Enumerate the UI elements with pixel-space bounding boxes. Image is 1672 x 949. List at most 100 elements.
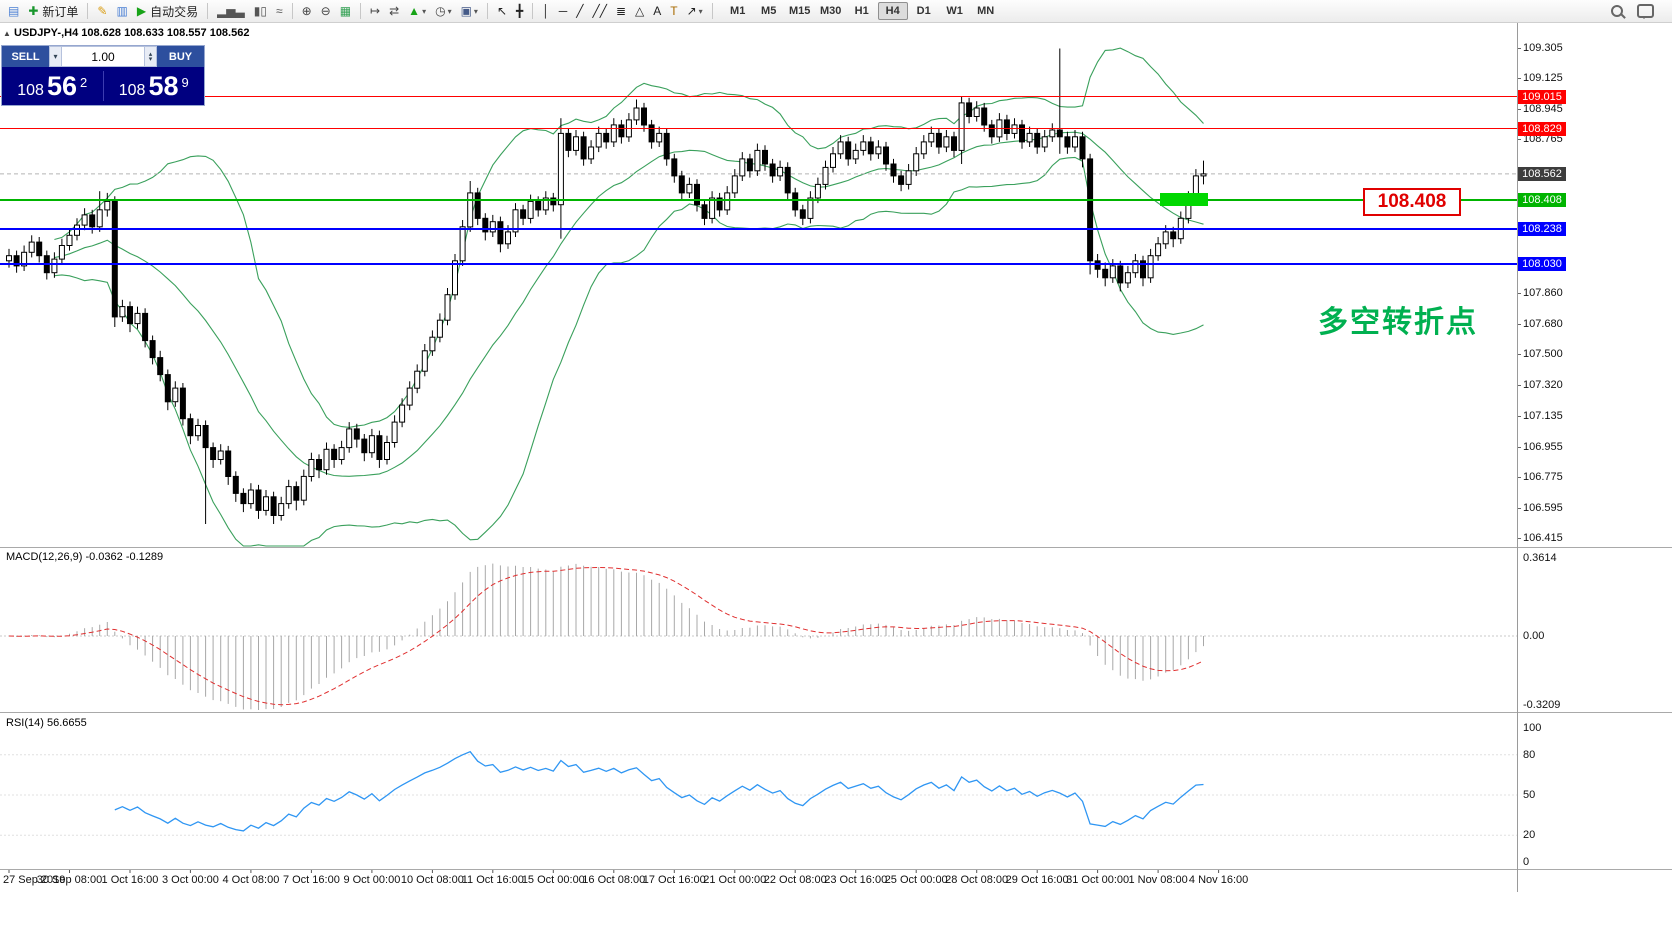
date-label[interactable]: 4 Oct 08:00 bbox=[222, 874, 280, 886]
toolbar-separator bbox=[486, 3, 488, 19]
date-label[interactable]: 9 Oct 00:00 bbox=[343, 874, 401, 886]
caret-down-icon: ▾ bbox=[422, 6, 427, 16]
timeframe-m1[interactable]: M1 bbox=[730, 5, 746, 17]
price-axis-border[interactable] bbox=[1517, 23, 1518, 892]
templates-button[interactable]: ▣ ▾ bbox=[457, 2, 482, 21]
chart-shift-button[interactable]: ⇄ bbox=[385, 2, 403, 21]
toolbar-right bbox=[1611, 4, 1668, 19]
indicators-button[interactable]: ▲ ▾ bbox=[404, 2, 430, 21]
arrows-button[interactable]: ↗ ▾ bbox=[683, 2, 707, 21]
date-label[interactable]: 17 Oct 16:00 bbox=[642, 874, 706, 886]
horizontal-level-line[interactable] bbox=[0, 263, 1517, 266]
date-label[interactable]: 16 Oct 08:00 bbox=[582, 874, 646, 886]
sell-price-sup: 2 bbox=[80, 75, 88, 90]
channel-button[interactable]: ╱╱ bbox=[588, 2, 610, 21]
date-label[interactable]: 30 Sep 08:00 bbox=[36, 874, 103, 886]
date-label[interactable]: 25 Oct 00:00 bbox=[884, 874, 948, 886]
note-text[interactable]: 多空转折点 bbox=[1318, 306, 1478, 339]
price-tick: 107.135 bbox=[1523, 410, 1563, 423]
chart-window-button[interactable]: ▤ bbox=[4, 2, 23, 21]
date-label[interactable]: 15 Oct 00:00 bbox=[521, 874, 585, 886]
date-label[interactable]: 3 Oct 00:00 bbox=[162, 874, 219, 886]
text-button[interactable]: A bbox=[649, 2, 665, 21]
tile-windows-icon: ▦ bbox=[339, 4, 352, 18]
horizontal-level-line[interactable] bbox=[0, 227, 1517, 230]
candlestick-chart-type-button[interactable]: ▮▯ bbox=[250, 2, 271, 21]
autotrading-icon: ▶ bbox=[136, 4, 147, 18]
vertical-line-button[interactable]: │ bbox=[538, 2, 554, 21]
vertical-line-icon: │ bbox=[542, 4, 550, 18]
trendline-button[interactable]: ╱ bbox=[572, 2, 587, 21]
price-tickmark bbox=[1517, 47, 1521, 49]
date-label[interactable]: 1 Oct 16:00 bbox=[101, 874, 159, 886]
buy-price[interactable]: 108 58 9 bbox=[104, 71, 205, 101]
new-order-button[interactable]: ✚ 新订单 bbox=[24, 2, 82, 21]
price-tickmark bbox=[1517, 293, 1521, 295]
timeframe-w1[interactable]: W1 bbox=[946, 5, 963, 17]
volume-dropdown-button[interactable]: ▾ bbox=[49, 46, 62, 67]
zoom-out-button[interactable]: ⊖ bbox=[317, 2, 335, 21]
channel-icon: ╱╱ bbox=[592, 4, 607, 18]
line-chart-type-button[interactable]: ≈ bbox=[272, 2, 287, 21]
price-callout[interactable]: 108.408 bbox=[1363, 188, 1461, 216]
timeframe-m5[interactable]: M5 bbox=[761, 5, 777, 17]
pane-separator[interactable] bbox=[0, 869, 1672, 870]
pane-separator[interactable] bbox=[0, 712, 1672, 713]
one-click-price-row: 108 56 2 108 58 9 bbox=[2, 67, 204, 105]
date-label[interactable]: 28 Oct 08:00 bbox=[945, 874, 1009, 886]
date-label[interactable]: 10 Oct 08:00 bbox=[400, 874, 464, 886]
volume-input[interactable]: 1.00 bbox=[62, 46, 144, 67]
collapse-one-click-icon[interactable]: ▲ bbox=[3, 29, 11, 38]
date-label[interactable]: 1 Nov 08:00 bbox=[1128, 874, 1188, 886]
sell-button[interactable]: SELL bbox=[2, 46, 49, 67]
fibonacci-button[interactable]: ≣ bbox=[612, 2, 630, 21]
macd-tick: 0.00 bbox=[1523, 630, 1545, 642]
horizontal-level-line[interactable] bbox=[0, 96, 1517, 98]
bar-chart-type-button[interactable]: ▂▅▃ bbox=[213, 2, 249, 21]
rsi-tick: 0 bbox=[1523, 856, 1530, 868]
crosshair-button[interactable]: ╋ bbox=[512, 2, 527, 21]
shapes-button[interactable]: △ bbox=[631, 2, 648, 21]
sell-price[interactable]: 108 56 2 bbox=[2, 71, 103, 101]
date-label[interactable]: 21 Oct 00:00 bbox=[703, 874, 767, 886]
price-tick: 106.415 bbox=[1523, 532, 1563, 545]
macd-tick: -0.3209 bbox=[1523, 698, 1561, 711]
horizontal-level-line[interactable] bbox=[0, 199, 1517, 201]
search-icon[interactable] bbox=[1611, 5, 1623, 17]
auto-scroll-button[interactable]: ↦ bbox=[366, 2, 384, 21]
date-label[interactable]: 27 Sep 2019 bbox=[3, 874, 66, 886]
periods-button[interactable]: ◷ ▾ bbox=[431, 2, 456, 21]
horizontal-line-button[interactable]: ─ bbox=[555, 2, 572, 21]
date-label[interactable]: 7 Oct 16:00 bbox=[282, 874, 340, 886]
label-button[interactable]: T bbox=[666, 2, 681, 21]
timeframe-m30[interactable]: M30 bbox=[819, 5, 842, 17]
timeframe-h4[interactable]: H4 bbox=[877, 2, 908, 20]
date-label[interactable]: 11 Oct 16:00 bbox=[461, 874, 524, 886]
caret-down-icon: ▾ bbox=[447, 6, 452, 16]
date-label[interactable]: 29 Oct 16:00 bbox=[1005, 874, 1069, 886]
highlight-rectangle[interactable] bbox=[1160, 193, 1208, 206]
pane-separator[interactable] bbox=[0, 547, 1672, 548]
tile-windows-button[interactable]: ▦ bbox=[336, 2, 355, 21]
date-label[interactable]: 4 Nov 16:00 bbox=[1188, 874, 1249, 886]
metaeditor-button[interactable]: ✎ bbox=[93, 2, 111, 21]
auto-scroll-icon: ↦ bbox=[370, 4, 381, 18]
date-label[interactable]: 31 Oct 00:00 bbox=[1066, 874, 1130, 886]
timeframe-m15[interactable]: M15 bbox=[788, 5, 811, 17]
cursor-button[interactable]: ↖ bbox=[493, 2, 511, 21]
zoom-in-button[interactable]: ⊕ bbox=[298, 2, 316, 21]
date-label[interactable]: 22 Oct 08:00 bbox=[763, 874, 827, 886]
timeframe-mn[interactable]: MN bbox=[977, 5, 995, 17]
terminal-button[interactable]: ▥ bbox=[112, 2, 131, 21]
volume-stepper[interactable]: ▴ ▾ bbox=[144, 46, 157, 67]
timeframe-d1[interactable]: D1 bbox=[916, 5, 931, 17]
horizontal-level-line[interactable] bbox=[0, 128, 1517, 129]
chat-icon[interactable] bbox=[1637, 4, 1654, 19]
date-label[interactable]: 23 Oct 16:00 bbox=[824, 874, 888, 886]
periods-icon: ◷ bbox=[435, 4, 446, 18]
timeframe-h1[interactable]: H1 bbox=[854, 5, 869, 17]
price-tick: 109.125 bbox=[1523, 72, 1563, 85]
autotrading-button[interactable]: ▶ 自动交易 bbox=[133, 2, 202, 21]
buy-button[interactable]: BUY bbox=[157, 46, 204, 67]
